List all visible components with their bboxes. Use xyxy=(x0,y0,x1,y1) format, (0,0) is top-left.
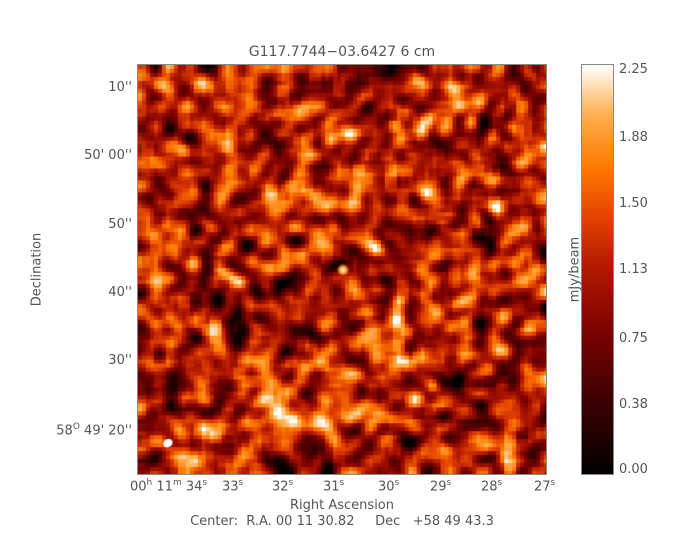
x-tick-label: 28s xyxy=(481,478,503,495)
degree-sup: O xyxy=(72,422,80,432)
colorbar-tick: 1.50 xyxy=(619,196,648,211)
colorbar-tick: 1.88 xyxy=(619,130,648,145)
x-tick-label: 00h 11m 34s xyxy=(130,478,208,495)
x-tick-label: 32s xyxy=(272,478,294,495)
colorbar-tick: 1.13 xyxy=(619,262,648,277)
x-tick-label: 27s xyxy=(534,478,556,495)
chart-title: G117.7744−03.6427 6 cm xyxy=(248,44,436,60)
y-tick-label: 40'' xyxy=(108,285,132,300)
colorbar-label: mJy/beam xyxy=(567,236,583,303)
colorbar-tick: 0.00 xyxy=(619,462,648,477)
y-tick-label: 30'' xyxy=(108,353,132,368)
y-tick-label: 58O 49' 20'' xyxy=(56,422,132,438)
y-tick-deg: 58 xyxy=(56,423,73,439)
y-tick-label: 50' 00'' xyxy=(84,148,132,163)
center-coordinates: Center: R.A. 00 11 30.82 Dec +58 49 43.3 xyxy=(190,514,494,529)
y-tick-rest: 49' 20'' xyxy=(79,423,132,439)
y-tick-label: 50'' xyxy=(108,217,132,232)
colorbar-tick: 0.75 xyxy=(619,331,648,346)
y-axis-label: Declination xyxy=(29,232,45,307)
colorbar-tick: 2.25 xyxy=(619,62,648,77)
x-axis-label: Right Ascension xyxy=(290,498,394,513)
x-tick-label: 30s xyxy=(378,478,400,495)
x-tick-label: 31s xyxy=(323,478,345,495)
colorbar xyxy=(581,64,614,475)
colorbar-tick: 0.38 xyxy=(619,397,648,412)
y-tick-label: 10'' xyxy=(108,80,132,95)
radio-image-map xyxy=(137,64,547,475)
x-tick-label: 33s xyxy=(222,478,244,495)
x-tick-label: 29s xyxy=(430,478,452,495)
